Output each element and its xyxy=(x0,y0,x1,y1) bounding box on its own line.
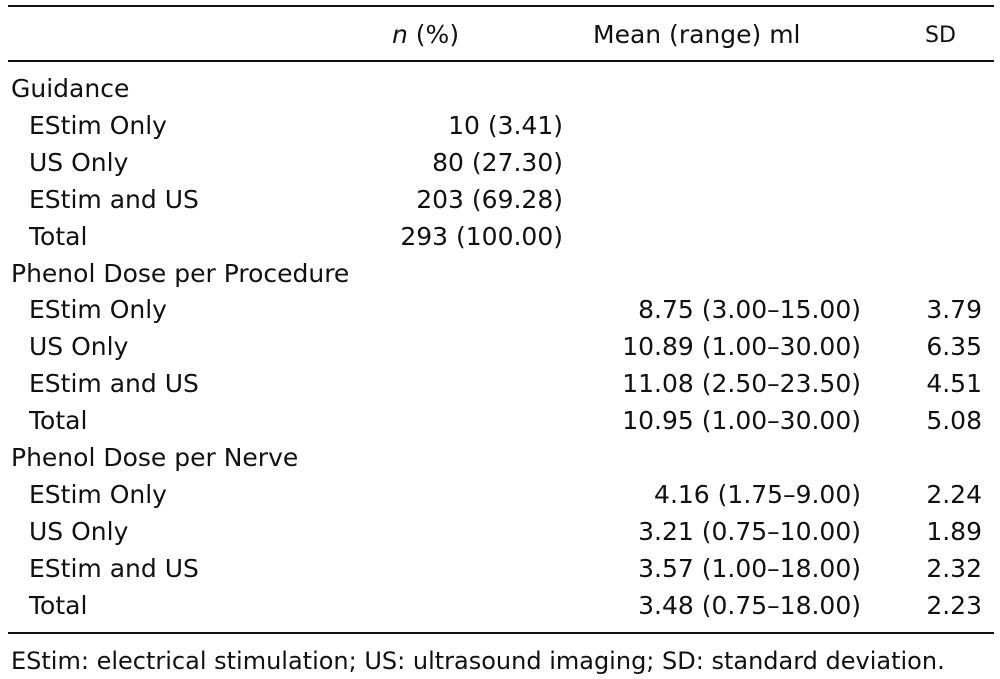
row-label: Total xyxy=(29,221,88,251)
section-title: Phenol Dose per Procedure xyxy=(11,258,350,288)
section-title: Guidance xyxy=(11,74,130,103)
cell-n-percent: 80 (27.30) xyxy=(432,147,563,177)
header-percent: (%) xyxy=(407,20,460,49)
cell-mean-range: 8.75 (3.00–15.00) xyxy=(638,295,861,325)
cell-mean-range: 4.16 (1.75–9.00) xyxy=(654,479,861,509)
cell-sd: 2.23 xyxy=(926,590,982,620)
cell-mean-range: 3.21 (0.75–10.00) xyxy=(638,516,861,546)
row-label: Total xyxy=(29,590,88,620)
row-label: EStim and US xyxy=(29,184,199,214)
row-label: US Only xyxy=(29,516,129,546)
section-title: Phenol Dose per Nerve xyxy=(11,443,299,472)
cell-sd: 2.24 xyxy=(926,479,982,509)
header-n-percent: n (%) xyxy=(392,20,459,50)
cell-sd: 3.79 xyxy=(926,295,982,325)
header-rule xyxy=(8,60,994,62)
row-label: EStim and US xyxy=(29,369,199,399)
cell-n-percent: 203 (69.28) xyxy=(416,184,563,214)
header-n-symbol: n xyxy=(392,20,408,49)
row-label: Total xyxy=(29,406,88,436)
cell-mean-range: 3.57 (1.00–18.00) xyxy=(638,553,861,583)
row-label: US Only xyxy=(29,332,129,362)
cell-mean-range: 3.48 (0.75–18.00) xyxy=(638,590,861,620)
cell-mean-range: 10.89 (1.00–30.00) xyxy=(622,332,861,362)
cell-mean-range: 11.08 (2.50–23.50) xyxy=(622,369,861,399)
cell-sd: 5.08 xyxy=(926,406,982,436)
row-label: EStim and US xyxy=(29,553,199,583)
row-label: US Only xyxy=(29,147,129,177)
header-mean-range: Mean (range) ml xyxy=(593,20,801,49)
row-label: EStim Only xyxy=(29,295,167,325)
cell-n-percent: 293 (100.00) xyxy=(400,221,563,251)
bottom-rule xyxy=(8,632,994,634)
top-rule xyxy=(8,5,994,7)
cell-sd: 1.89 xyxy=(926,516,982,546)
cell-n-percent: 10 (3.41) xyxy=(448,110,563,140)
cell-mean-range: 10.95 (1.00–30.00) xyxy=(622,406,861,436)
cell-sd: 4.51 xyxy=(926,369,982,399)
table-footnote: EStim: electrical stimulation; US: ultra… xyxy=(11,647,945,675)
header-sd: SD xyxy=(925,23,956,48)
cell-sd: 6.35 xyxy=(926,332,982,362)
row-label: EStim Only xyxy=(29,110,167,140)
cell-sd: 2.32 xyxy=(926,553,982,583)
row-label: EStim Only xyxy=(29,479,167,509)
